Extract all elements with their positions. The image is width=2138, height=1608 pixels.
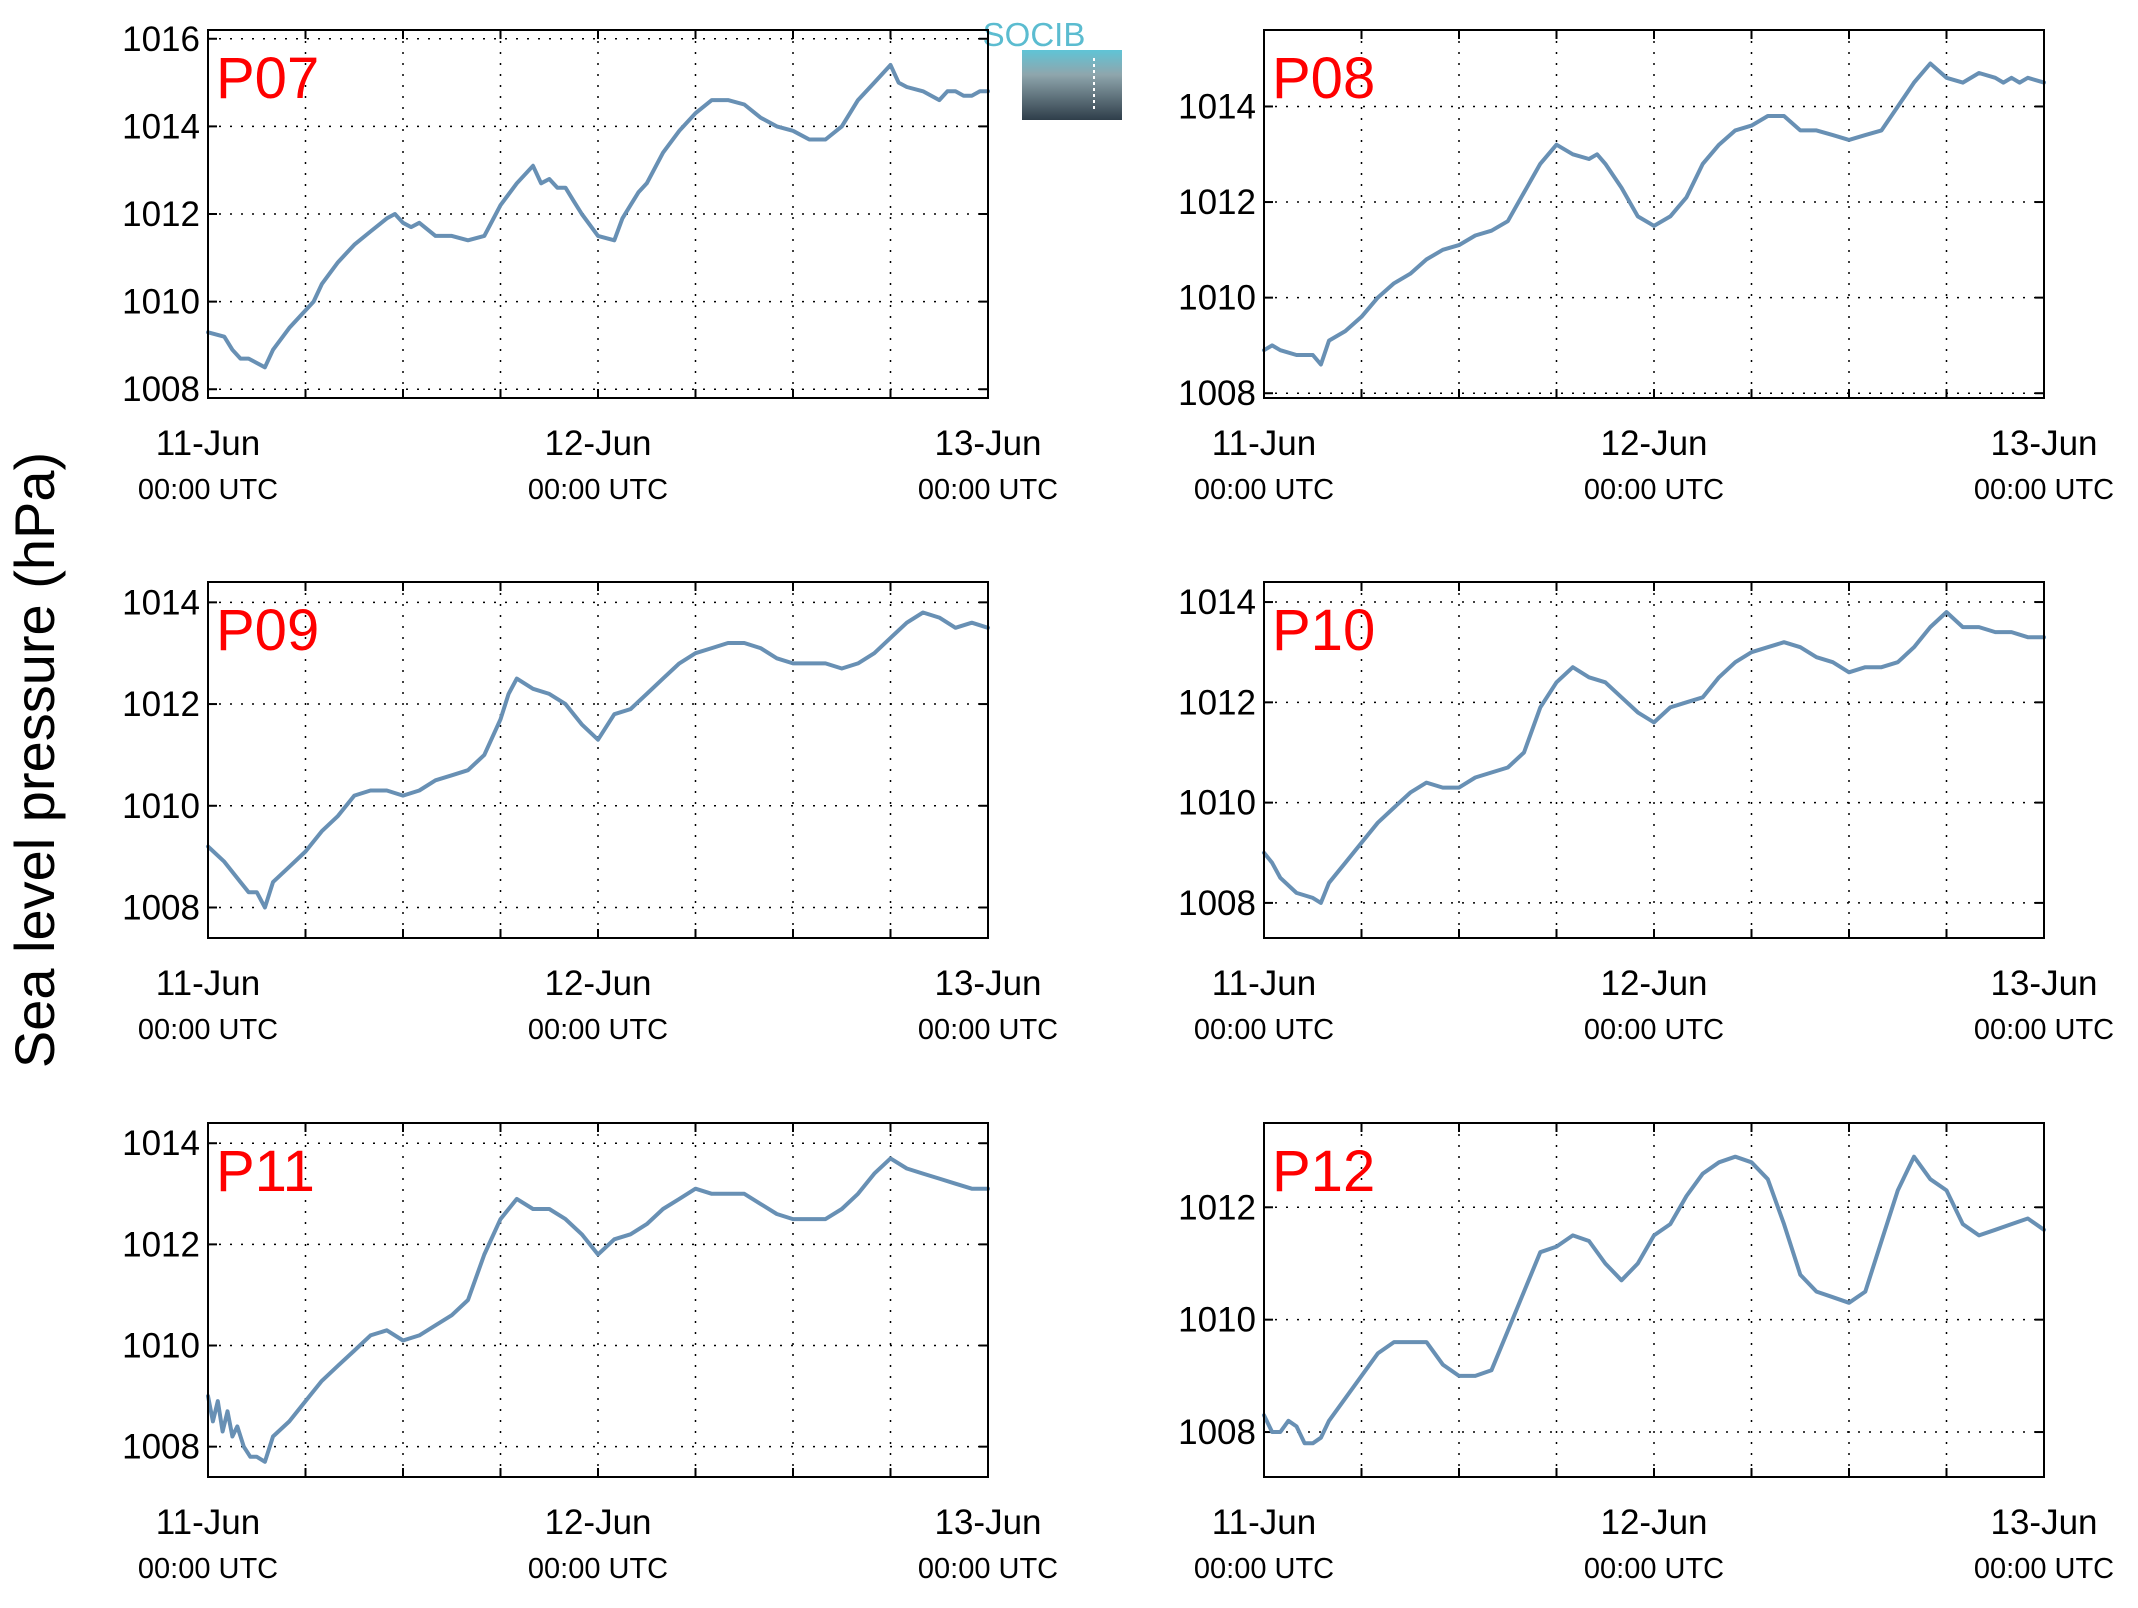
x-tick-date: 11-Jun	[156, 1503, 260, 1542]
panel-label: P12	[1272, 1139, 1375, 1204]
x-tick-date: 12-Jun	[544, 1503, 651, 1542]
y-tick-label: 1008	[122, 888, 200, 927]
x-tick-time: 00:00 UTC	[918, 1553, 1058, 1585]
x-tick-time: 00:00 UTC	[1974, 474, 2114, 506]
x-tick-date: 13-Jun	[1990, 964, 2097, 1003]
panel-p07: 1008 1010 1012 1014 1016 11-Jun 00:00 UTC 12-Ju…	[122, 20, 1058, 506]
panel-label: P07	[216, 46, 319, 111]
panel-p10: 1008 1010 1012 1014 11-Jun 00:00 UTC 12-Jun 00:…	[1178, 581, 2114, 1046]
x-tick-time: 00:00 UTC	[138, 1014, 278, 1046]
x-tick-date: 13-Jun	[1990, 1503, 2097, 1542]
x-tick-time: 00:00 UTC	[1194, 474, 1334, 506]
series-line-p09	[206, 610, 990, 910]
x-tick-time: 00:00 UTC	[528, 474, 668, 506]
x-tick-time: 00:00 UTC	[918, 474, 1058, 506]
y-tick-label: 1010	[122, 283, 200, 322]
x-tick-date: 11-Jun	[156, 964, 260, 1003]
series-line-p07	[206, 63, 990, 370]
x-tick-date: 13-Jun	[1990, 424, 2097, 463]
series-line-p12	[1262, 1154, 2046, 1446]
y-tick-label: 1014	[122, 583, 200, 622]
panel-label: P11	[216, 1139, 315, 1204]
socib-logo-text: SOCIB	[983, 16, 1086, 53]
plot-frame	[207, 581, 989, 939]
y-tick-label: 1008	[1178, 884, 1256, 923]
y-axis-label: Sea level pressure (hPa)	[3, 452, 66, 1068]
socib-logo: SOCIB	[983, 16, 1122, 120]
x-tick-time: 00:00 UTC	[1974, 1553, 2114, 1585]
x-tick-date: 12-Jun	[1600, 424, 1707, 463]
y-tick-label: 1012	[122, 685, 200, 724]
y-tick-label: 1010	[122, 787, 200, 826]
plot-frame	[1263, 1122, 2045, 1478]
y-tick-label: 1010	[1178, 1301, 1256, 1340]
x-tick-time: 00:00 UTC	[138, 474, 278, 506]
x-tick-date: 12-Jun	[544, 964, 651, 1003]
y-tick-label: 1008	[122, 370, 200, 409]
panel-p08: 1008 1010 1012 1014 11-Jun 00:00 UTC 12-Jun 00:…	[1178, 29, 2114, 506]
x-tick-time: 00:00 UTC	[1194, 1014, 1334, 1046]
panel-label: P08	[1272, 46, 1375, 111]
plot-frame	[1263, 581, 2045, 939]
x-tick-date: 11-Jun	[1212, 964, 1316, 1003]
y-tick-label: 1008	[122, 1428, 200, 1467]
y-tick-label: 1012	[122, 195, 200, 234]
x-tick-time: 00:00 UTC	[1584, 1014, 1724, 1046]
x-tick-date: 11-Jun	[156, 424, 260, 463]
x-tick-date: 11-Jun	[1212, 1503, 1316, 1542]
x-tick-time: 00:00 UTC	[918, 1014, 1058, 1046]
y-tick-label: 1008	[1178, 1413, 1256, 1452]
panel-label: P10	[1272, 598, 1375, 663]
y-tick-label: 1012	[122, 1225, 200, 1264]
x-tick-date: 13-Jun	[934, 424, 1041, 463]
y-tick-label: 1014	[122, 1124, 200, 1163]
x-tick-time: 00:00 UTC	[1974, 1014, 2114, 1046]
y-tick-label: 1012	[1178, 183, 1256, 222]
y-tick-label: 1014	[1178, 583, 1256, 622]
x-tick-date: 13-Jun	[934, 964, 1041, 1003]
panel-p12: 1008 1010 1012 11-Jun 00:00 UTC 12-Jun 00:00 U…	[1178, 1122, 2114, 1585]
x-tick-date: 13-Jun	[934, 1503, 1041, 1542]
series-line-p10	[1262, 610, 2046, 905]
series-line-p08	[1262, 61, 2046, 367]
x-tick-date: 12-Jun	[1600, 1503, 1707, 1542]
y-tick-label: 1010	[1178, 784, 1256, 823]
x-tick-time: 00:00 UTC	[138, 1553, 278, 1585]
series-line-p11	[206, 1156, 990, 1464]
y-tick-label: 1012	[1178, 683, 1256, 722]
x-tick-date: 11-Jun	[1212, 424, 1316, 463]
y-tick-label: 1012	[1178, 1188, 1256, 1227]
x-tick-time: 00:00 UTC	[1194, 1553, 1334, 1585]
x-tick-date: 12-Jun	[544, 424, 651, 463]
y-tick-label: 1014	[1178, 87, 1256, 126]
y-tick-label: 1008	[1178, 374, 1256, 413]
y-tick-label: 1014	[122, 107, 200, 146]
x-tick-time: 00:00 UTC	[528, 1014, 668, 1046]
plot-frame	[207, 1122, 989, 1478]
x-tick-date: 12-Jun	[1600, 964, 1707, 1003]
y-tick-label: 1016	[122, 20, 200, 59]
x-tick-time: 00:00 UTC	[528, 1553, 668, 1585]
x-tick-time: 00:00 UTC	[1584, 474, 1724, 506]
panel-label: P09	[216, 598, 319, 663]
socib-logo-block	[1022, 50, 1122, 120]
y-tick-label: 1010	[122, 1327, 200, 1366]
panel-p11: 1008 1010 1012 1014 11-Jun 00:00 UTC 12-Jun 00:…	[122, 1122, 1058, 1585]
panel-p09: 1008 1010 1012 1014 11-Jun 00:00 UTC 12-Jun 00:…	[122, 581, 1058, 1046]
plot-frame	[1263, 29, 2045, 399]
plot-frame	[207, 29, 989, 399]
x-tick-time: 00:00 UTC	[1584, 1553, 1724, 1585]
y-tick-label: 1010	[1178, 279, 1256, 318]
